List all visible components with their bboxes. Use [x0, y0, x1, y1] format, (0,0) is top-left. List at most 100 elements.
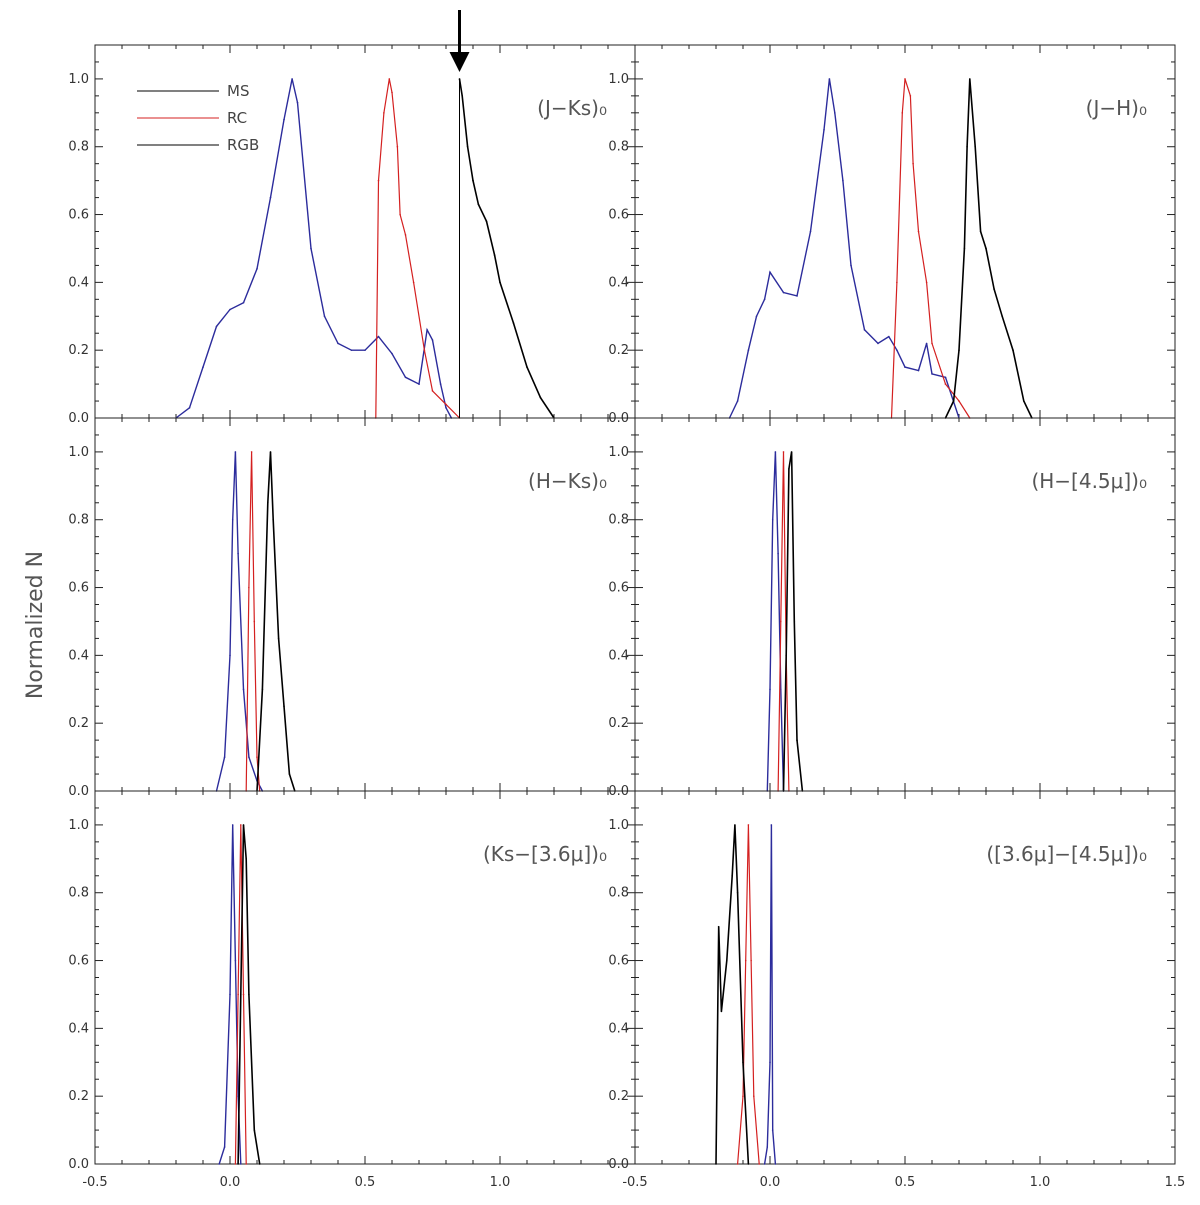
point-rgb	[974, 145, 976, 148]
point-rc	[412, 281, 415, 284]
point-ms	[240, 1163, 242, 1165]
y-tick-label: 0.6	[68, 208, 89, 223]
point-ms	[248, 756, 250, 758]
point-rc	[234, 1163, 237, 1165]
point-rgb	[258, 1163, 261, 1165]
y-tick-label: 0.8	[68, 140, 89, 155]
series-ms	[728, 78, 960, 419]
point-rgb	[261, 688, 264, 691]
x-tick-label: 1.0	[490, 1175, 511, 1190]
point-rc	[912, 162, 914, 165]
y-tick-label: 0.4	[68, 275, 89, 290]
point-ms	[809, 230, 812, 233]
point-rc	[896, 281, 898, 284]
y-tick-label: 0.2	[608, 343, 629, 358]
y-tick-label: 0.6	[608, 208, 629, 223]
point-rc	[958, 400, 960, 402]
point-rgb	[958, 349, 960, 351]
point-rgb	[952, 400, 955, 402]
y-tick-label: 0.2	[608, 1089, 629, 1104]
point-rgb	[1001, 315, 1003, 318]
legend-label-ms: MS	[227, 82, 249, 100]
legend-label-rc: RC	[227, 109, 247, 127]
series-rc	[890, 78, 971, 419]
point-rgb	[283, 705, 285, 708]
point-ms	[763, 1163, 766, 1165]
point-rgb	[466, 145, 469, 148]
panel-6: 0.0 0.2 0.4 0.6 0.8 1.0 ([3.6μ]−[4.5μ])₀	[608, 790, 1176, 1172]
point-rgb	[245, 858, 247, 860]
point-ms	[796, 295, 798, 297]
x-tick-label: 0.0	[220, 1175, 241, 1190]
point-rgb	[267, 501, 269, 504]
point-ms	[766, 1146, 769, 1148]
y-tick-label: 0.0	[608, 1157, 629, 1172]
panel-2: 0.00.20.40.60.81.0(J−H)₀	[608, 44, 1176, 426]
point-rgb	[963, 247, 966, 250]
series-rc	[245, 451, 261, 792]
point-rc	[240, 824, 242, 826]
point-rgb	[736, 891, 739, 894]
point-rgb	[493, 254, 496, 257]
series-rc	[375, 78, 460, 419]
point-rgb	[1012, 349, 1014, 351]
point-ms	[780, 688, 782, 691]
point-ms	[234, 451, 237, 453]
point-rc	[404, 234, 407, 236]
x-tick-label: 1.0	[1030, 1175, 1051, 1190]
x-tick-label: 0.5	[355, 1175, 376, 1190]
point-ms	[269, 196, 272, 199]
y-tick-label: 0.4	[608, 648, 629, 663]
point-ms	[770, 824, 773, 826]
point-ms	[769, 271, 771, 273]
y-tick-label: 0.0	[68, 784, 89, 799]
panel-3: 0.00.20.40.60.81.0(H−Ks)₀	[68, 417, 636, 799]
y-tick-label: 0.2	[608, 716, 629, 731]
point-rgb	[526, 366, 528, 368]
point-ms	[404, 376, 407, 379]
point-rc	[237, 993, 239, 996]
panel-1: 0.00.20.40.60.81.0(J−Ks)₀	[68, 44, 636, 426]
point-rc	[744, 959, 747, 962]
legend: MS RC RGB	[137, 82, 259, 154]
point-ms	[828, 78, 831, 80]
point-rgb	[277, 637, 280, 640]
y-tick-label: 0.6	[68, 581, 89, 596]
point-ms	[231, 518, 234, 521]
point-ms	[863, 329, 866, 331]
point-rc	[909, 95, 912, 97]
point-rc	[399, 213, 401, 216]
point-rgb	[788, 468, 790, 470]
point-ms	[256, 268, 258, 270]
point-ms	[782, 291, 785, 294]
point-rc	[396, 145, 399, 148]
series-ms	[763, 824, 777, 1165]
point-rgb	[985, 247, 987, 250]
series-rgb	[458, 78, 555, 419]
point-ms	[777, 552, 779, 555]
point-ms	[834, 112, 836, 114]
point-rgb	[472, 179, 474, 182]
point-rgb	[512, 322, 515, 324]
point-rc	[742, 1095, 744, 1097]
panel-label: (H−Ks)₀	[528, 469, 607, 493]
point-rc	[917, 230, 920, 233]
point-ms	[283, 118, 285, 121]
point-ms	[736, 400, 739, 402]
x-tick-label: 0.5	[895, 1175, 916, 1190]
point-ms	[350, 349, 353, 351]
point-ms	[310, 247, 312, 250]
y-tick-label: 0.0	[68, 411, 89, 426]
point-rc	[256, 756, 258, 758]
point-ms	[218, 1163, 220, 1165]
point-ms	[842, 179, 844, 182]
point-rgb	[793, 620, 796, 623]
point-ms	[377, 335, 380, 338]
point-ms	[426, 329, 428, 331]
x-tick-label: -0.5	[622, 1175, 647, 1190]
point-rgb	[248, 993, 250, 996]
point-ms	[904, 366, 906, 368]
point-ms	[431, 339, 434, 341]
point-rgb	[715, 1163, 717, 1165]
